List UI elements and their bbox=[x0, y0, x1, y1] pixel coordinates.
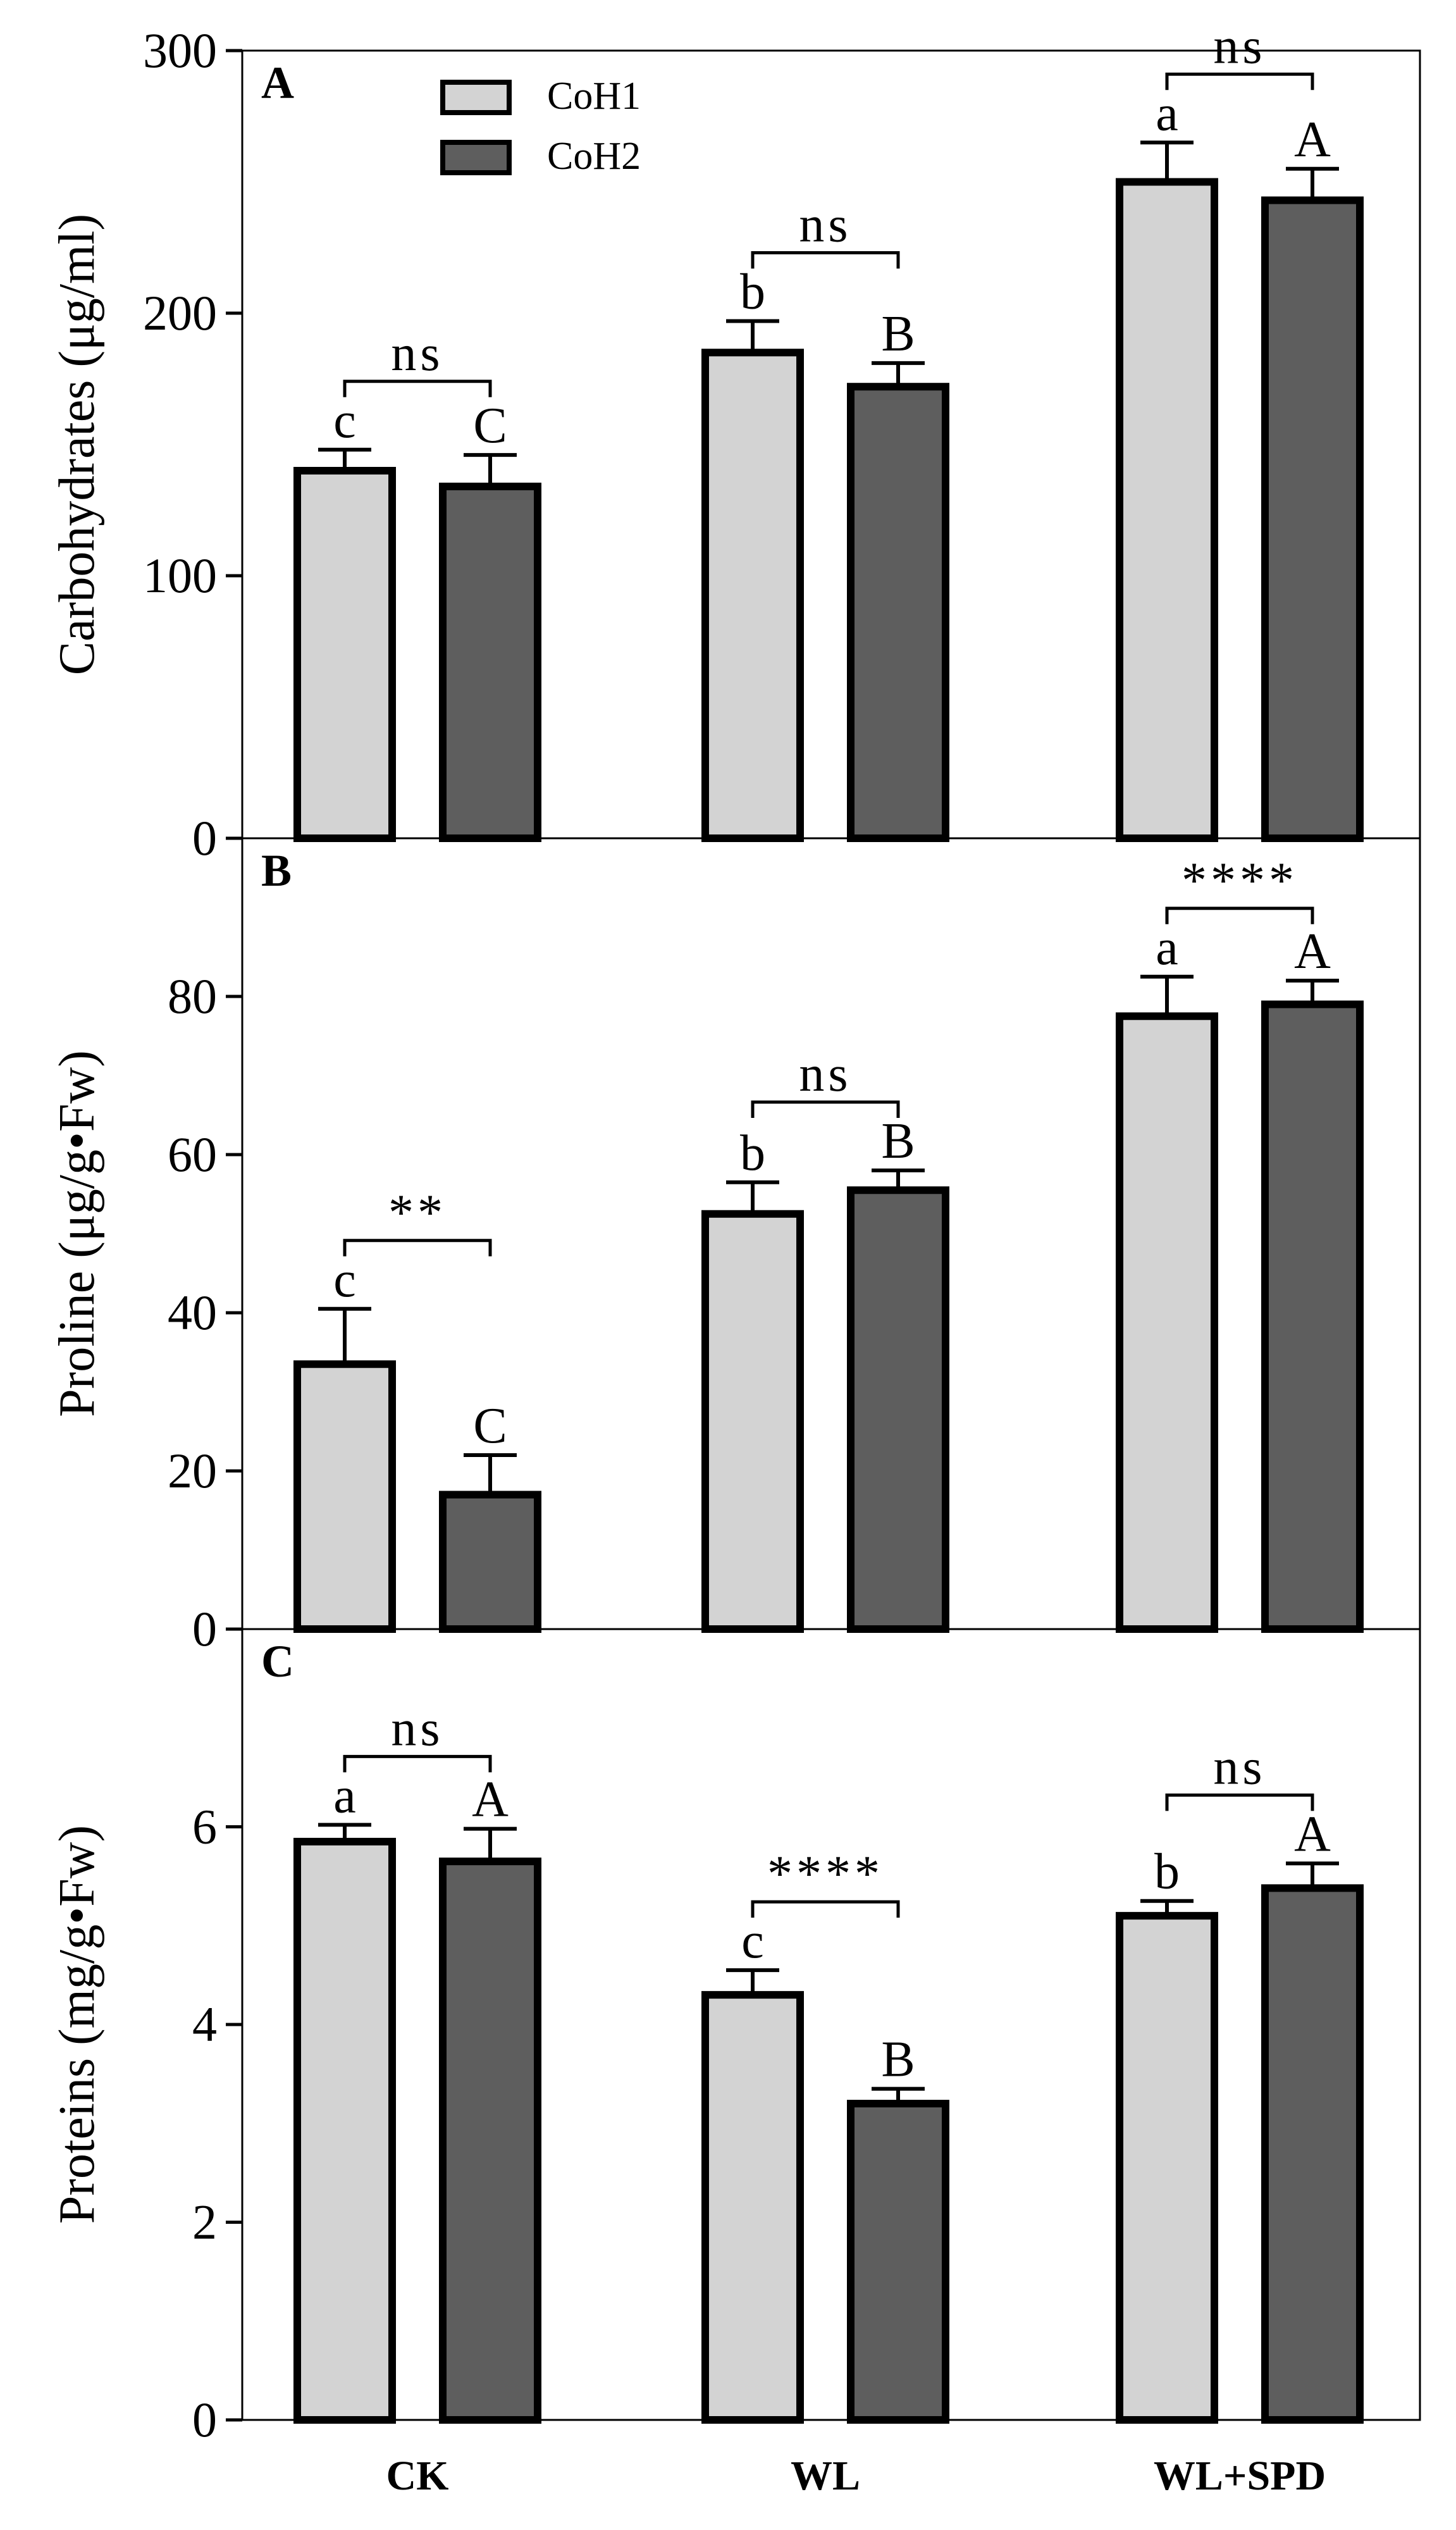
plot-frame bbox=[241, 49, 1421, 840]
significance-letter: B bbox=[881, 306, 915, 362]
panel-label: B bbox=[261, 845, 292, 896]
significance-label: ns bbox=[391, 1701, 443, 1756]
panel-b: B 0 20 40 60 80 Proline (μg/g•Fw) c C ** b Bns a A ***… bbox=[49, 837, 1421, 1656]
y-tick-label: 0 bbox=[192, 2392, 217, 2447]
y-tick-label: 300 bbox=[143, 23, 217, 78]
y-tick-label: 6 bbox=[192, 1799, 217, 1854]
bar-coh1-ck bbox=[293, 1837, 396, 2424]
y-tick-label: 20 bbox=[168, 1443, 217, 1498]
x-category-label: WL+SPD bbox=[1154, 2453, 1326, 2499]
y-tick-label: 40 bbox=[168, 1285, 217, 1340]
y-tick-label: 200 bbox=[143, 285, 217, 340]
comparison-bracket bbox=[1165, 907, 1314, 924]
x-category-label: WL bbox=[791, 2453, 860, 2499]
significance-letter: B bbox=[881, 2032, 915, 2088]
significance-letter: c bbox=[333, 1252, 356, 1308]
comparison-bracket bbox=[751, 1900, 900, 1918]
significance-label: **** bbox=[1181, 853, 1298, 908]
significance-letter: A bbox=[1294, 924, 1331, 979]
y-tick-label: 80 bbox=[168, 969, 217, 1024]
significance-letter: b bbox=[1154, 1844, 1180, 1900]
significance-letter: a bbox=[333, 1768, 356, 1823]
bar-coh2-ck bbox=[439, 1491, 541, 1633]
bar-coh1-wl bbox=[701, 1210, 804, 1633]
legend-label-coh2: CoH2 bbox=[547, 135, 641, 178]
significance-letter: A bbox=[1294, 1806, 1331, 1862]
significance-letter: A bbox=[1294, 112, 1331, 168]
significance-letter: b bbox=[740, 1125, 765, 1181]
significance-letter: c bbox=[741, 1913, 764, 1969]
significance-letter: b bbox=[740, 264, 765, 319]
legend-swatch-coh2 bbox=[440, 140, 512, 175]
bar-coh1-wl bbox=[701, 1991, 804, 2424]
bar-coh1-ck bbox=[293, 467, 396, 842]
significance-letter: A bbox=[472, 1772, 509, 1828]
bar-coh2-wl-spd bbox=[1261, 1000, 1364, 1633]
significance-letter: a bbox=[1156, 85, 1178, 141]
significance-label: ns bbox=[1213, 18, 1266, 74]
comparison-bracket bbox=[1165, 72, 1314, 90]
significance-label: ns bbox=[1213, 1739, 1266, 1795]
bar-coh1-ck bbox=[293, 1360, 396, 1633]
y-tick-label: 100 bbox=[143, 548, 217, 603]
bar-coh1-wl-spd bbox=[1116, 1912, 1218, 2424]
panel-label: C bbox=[261, 1636, 294, 1687]
significance-letter: c bbox=[333, 393, 356, 449]
y-axis-label: Carbohydrates (μg/ml) bbox=[49, 214, 105, 675]
bar-coh2-wl bbox=[847, 383, 949, 842]
comparison-bracket bbox=[343, 1754, 492, 1773]
significance-label: ns bbox=[799, 1046, 851, 1102]
panel-label: A bbox=[261, 58, 294, 108]
comparison-bracket bbox=[751, 251, 900, 269]
bar-coh2-wl-spd bbox=[1261, 196, 1364, 842]
significance-label: ns bbox=[391, 326, 443, 381]
bar-coh2-ck bbox=[439, 482, 541, 842]
significance-letter: a bbox=[1156, 920, 1178, 976]
x-category-label: CK bbox=[386, 2453, 449, 2499]
legend-label-coh1: CoH1 bbox=[547, 75, 641, 118]
significance-letter: C bbox=[473, 1398, 507, 1454]
bar-coh1-wl-spd bbox=[1116, 178, 1218, 842]
bar-coh1-wl-spd bbox=[1116, 1012, 1218, 1633]
comparison-bracket bbox=[1165, 1793, 1314, 1811]
y-tick-label: 4 bbox=[192, 1997, 217, 2052]
significance-label: ** bbox=[388, 1185, 447, 1241]
x-axis-categories: CK WL WL+SPD bbox=[386, 2453, 1326, 2499]
legend: CoH1 CoH2 bbox=[440, 75, 641, 178]
legend-swatch-coh1 bbox=[440, 80, 512, 115]
y-axis-label: Proteins (mg/g•Fw) bbox=[49, 1825, 105, 2224]
comparison-bracket bbox=[343, 380, 492, 397]
y-tick-label: 0 bbox=[192, 810, 217, 865]
comparison-bracket bbox=[343, 1239, 492, 1256]
bar-coh1-wl bbox=[701, 349, 804, 842]
y-tick-label: 0 bbox=[192, 1601, 217, 1656]
significance-letter: B bbox=[881, 1113, 915, 1169]
y-axis-label: Proline (μg/g•Fw) bbox=[49, 1050, 105, 1417]
bar-coh2-ck bbox=[439, 1857, 541, 2424]
comparison-bracket bbox=[751, 1100, 900, 1118]
y-tick-label: 2 bbox=[192, 2195, 217, 2250]
significance-label: **** bbox=[767, 1846, 884, 1902]
panel-c: C 0 2 4 6 Proteins (mg/g•Fw) a Ans c B **** b Ans bbox=[49, 1628, 1421, 2447]
significance-letter: C bbox=[473, 398, 507, 454]
bar-coh2-wl bbox=[847, 1186, 949, 1633]
significance-label: ns bbox=[799, 197, 851, 252]
bar-coh2-wl bbox=[847, 2100, 949, 2424]
y-tick-label: 60 bbox=[168, 1127, 217, 1182]
bar-coh2-wl-spd bbox=[1261, 1884, 1364, 2424]
